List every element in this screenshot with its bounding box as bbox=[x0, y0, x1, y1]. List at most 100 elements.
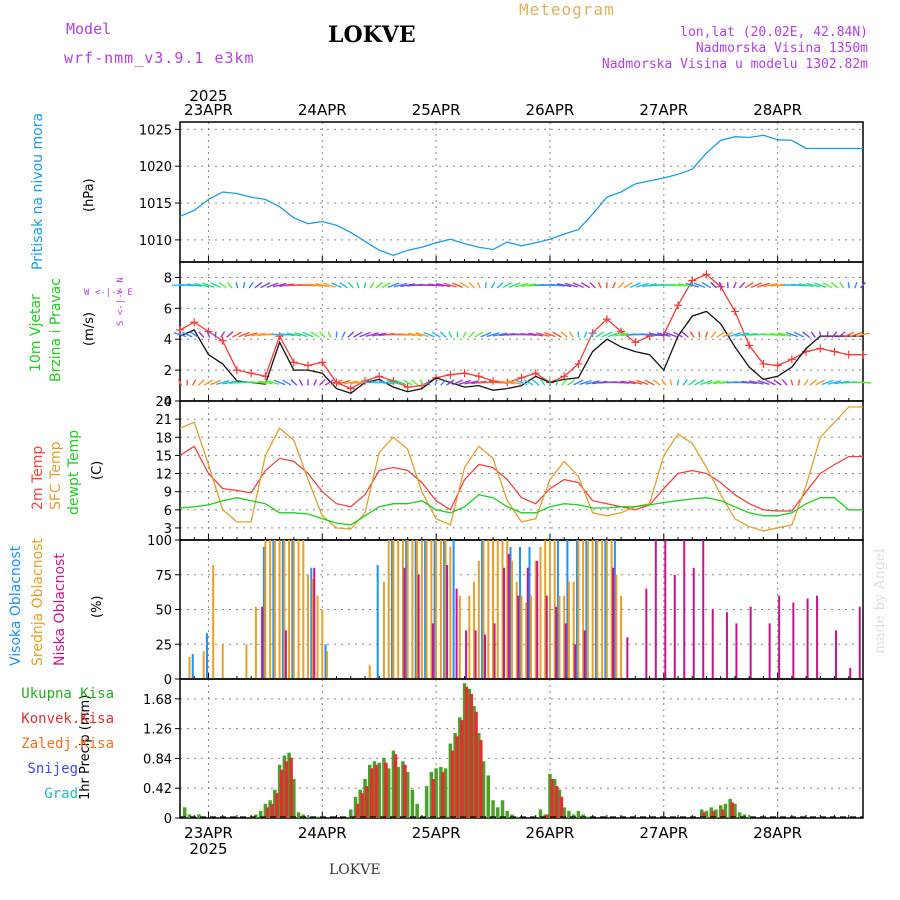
wind-barb bbox=[347, 281, 354, 289]
wind-barb bbox=[232, 331, 242, 338]
bar-srednja-oblacnost bbox=[202, 651, 205, 679]
y-tick-label: 6 bbox=[164, 504, 172, 519]
bar-srednja-oblacnost bbox=[245, 644, 248, 679]
wind-barb bbox=[341, 331, 346, 338]
bar-niska-oblacnost bbox=[493, 623, 496, 679]
wind-speed-marker bbox=[474, 372, 483, 381]
bar-srednja-oblacnost bbox=[435, 540, 438, 679]
bar-ukupna-kisa bbox=[282, 755, 287, 818]
wind-barb bbox=[480, 331, 492, 338]
bar-ukupna-kisa bbox=[576, 810, 581, 818]
wind-barb bbox=[656, 332, 671, 337]
bar-visoka-oblacnost bbox=[324, 644, 327, 679]
bar-konvek-kisa bbox=[365, 786, 369, 818]
bar-srednja-oblacnost bbox=[420, 540, 423, 679]
wind-barb bbox=[394, 379, 407, 386]
wind-barb bbox=[415, 332, 429, 338]
bar-ukupna-kisa bbox=[372, 761, 377, 818]
top-day-label: 28APR bbox=[753, 101, 802, 119]
wind-barb bbox=[595, 331, 605, 338]
footer-station: LOKVE bbox=[329, 862, 381, 878]
bar-konvek-kisa bbox=[460, 720, 464, 818]
wind-barb bbox=[399, 333, 416, 337]
bar-konvek-kisa bbox=[360, 793, 364, 818]
bar-ukupna-kisa bbox=[728, 798, 732, 818]
bar-niska-oblacnost bbox=[612, 567, 615, 679]
bar-srednja-oblacnost bbox=[477, 560, 480, 679]
wind-barb bbox=[290, 379, 298, 386]
bar-ukupna-kisa bbox=[429, 771, 434, 818]
wind-barb bbox=[452, 379, 463, 386]
wind-barb bbox=[427, 379, 431, 386]
wind-barb bbox=[468, 331, 475, 338]
bar-srednja-oblacnost bbox=[387, 540, 390, 679]
wind-barb bbox=[209, 379, 222, 386]
bar-ukupna-kisa bbox=[737, 812, 742, 818]
wind-barb bbox=[849, 331, 863, 338]
wind-barb bbox=[830, 281, 839, 289]
wind-barb bbox=[194, 282, 209, 288]
wind-barb bbox=[446, 379, 455, 386]
wind-barb bbox=[294, 332, 308, 338]
bar-srednja-oblacnost bbox=[496, 540, 499, 679]
top-day-label: 23APR bbox=[184, 101, 233, 119]
bottom-day-label: 24APR bbox=[298, 824, 347, 842]
bar-srednja-oblacnost bbox=[254, 606, 257, 679]
bar-srednja-oblacnost bbox=[316, 595, 319, 679]
wind-speed-marker bbox=[574, 359, 583, 368]
wind-speed-marker bbox=[602, 315, 611, 324]
wind-speed-marker bbox=[745, 341, 754, 350]
wind-barb bbox=[353, 331, 363, 338]
bar-niska-oblacnost bbox=[664, 540, 667, 679]
bar-visoka-oblacnost bbox=[613, 540, 616, 679]
bar-ukupna-kisa bbox=[567, 810, 571, 818]
bar-srednja-oblacnost bbox=[473, 581, 476, 679]
wind-speed-marker bbox=[787, 355, 796, 364]
bar-visoka-oblacnost bbox=[205, 633, 208, 679]
wind-barb bbox=[544, 331, 556, 338]
bar-niska-oblacnost bbox=[446, 565, 449, 679]
bar-srednja-oblacnost bbox=[288, 540, 291, 679]
wind-barb bbox=[272, 282, 287, 288]
bar-srednja-oblacnost bbox=[416, 540, 419, 679]
bar-ukupna-kisa bbox=[515, 816, 519, 818]
wind-barb bbox=[694, 379, 705, 386]
wind-speed-marker bbox=[318, 358, 327, 367]
wind-barb bbox=[579, 379, 592, 386]
precip-legend-freezing: Zaledj.Kisa bbox=[21, 736, 114, 752]
bar-srednja-oblacnost bbox=[529, 595, 532, 679]
bar-konvek-kisa bbox=[550, 778, 554, 818]
wind-barb bbox=[492, 332, 508, 337]
wind-barb bbox=[738, 281, 746, 289]
precip-legend-total: Ukupna Kisa bbox=[21, 686, 114, 702]
wind-barb bbox=[434, 379, 438, 386]
bar-srednja-oblacnost bbox=[487, 540, 490, 679]
bar-niska-oblacnost bbox=[792, 602, 795, 679]
wind-barb bbox=[548, 379, 552, 386]
wind-barb bbox=[790, 379, 794, 386]
bottom-day-label: 28APR bbox=[753, 824, 802, 842]
bar-ukupna-kisa bbox=[467, 688, 472, 818]
wind-barb bbox=[859, 281, 867, 289]
wind-barb bbox=[521, 283, 536, 288]
series-line-dewpt-temp bbox=[179, 493, 863, 526]
wind-barb bbox=[567, 379, 576, 386]
wind-barb bbox=[585, 380, 600, 385]
bar-ukupna-kisa bbox=[254, 814, 258, 818]
bar-konvek-kisa bbox=[393, 754, 398, 818]
bar-konvek-kisa bbox=[464, 686, 469, 818]
bar-ukupna-kisa bbox=[458, 717, 462, 818]
wind-barb bbox=[757, 379, 770, 386]
wind-barb bbox=[781, 379, 788, 386]
bar-srednja-oblacnost bbox=[269, 540, 272, 679]
wind-barb bbox=[337, 379, 351, 386]
wind-barb bbox=[448, 331, 453, 338]
wind-speed-marker bbox=[517, 373, 526, 382]
bar-srednja-oblacnost bbox=[468, 595, 471, 679]
wind-barb bbox=[641, 333, 658, 336]
bar-srednja-oblacnost bbox=[221, 644, 224, 679]
wind-barb bbox=[486, 332, 500, 338]
y-tick-label: 0 bbox=[164, 812, 172, 827]
wind-barb bbox=[722, 331, 734, 338]
panel-frame bbox=[179, 121, 864, 263]
